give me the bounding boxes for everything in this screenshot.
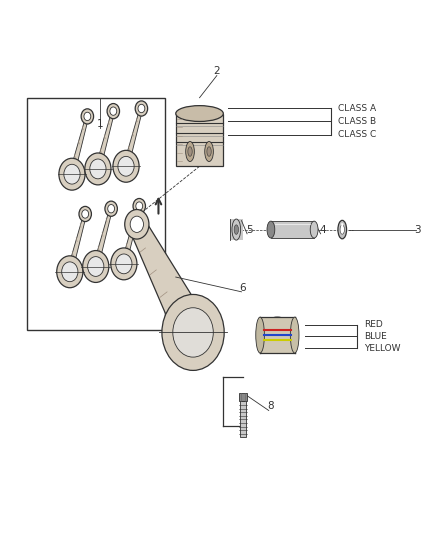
Text: 7: 7 bbox=[281, 335, 287, 345]
Circle shape bbox=[108, 205, 115, 213]
Circle shape bbox=[81, 109, 94, 124]
Ellipse shape bbox=[186, 141, 194, 161]
Circle shape bbox=[62, 262, 78, 281]
Circle shape bbox=[162, 294, 224, 370]
Text: CLASS A: CLASS A bbox=[338, 104, 376, 113]
Polygon shape bbox=[95, 206, 112, 271]
Circle shape bbox=[133, 198, 145, 214]
Circle shape bbox=[138, 104, 145, 112]
Text: 4: 4 bbox=[319, 224, 326, 235]
Ellipse shape bbox=[310, 221, 318, 238]
Text: 3: 3 bbox=[415, 224, 421, 235]
Bar bbox=[239, 393, 247, 401]
Ellipse shape bbox=[260, 317, 295, 353]
Ellipse shape bbox=[232, 219, 240, 240]
Circle shape bbox=[136, 202, 143, 210]
Ellipse shape bbox=[176, 106, 223, 122]
Circle shape bbox=[116, 254, 132, 274]
Circle shape bbox=[82, 210, 88, 218]
Circle shape bbox=[90, 159, 106, 179]
Ellipse shape bbox=[338, 220, 346, 239]
Polygon shape bbox=[68, 211, 86, 277]
Ellipse shape bbox=[267, 221, 275, 238]
Text: RED: RED bbox=[364, 320, 383, 329]
Text: BLUE: BLUE bbox=[364, 332, 387, 341]
Circle shape bbox=[83, 251, 109, 282]
Circle shape bbox=[79, 206, 92, 222]
Polygon shape bbox=[96, 108, 114, 174]
Circle shape bbox=[173, 308, 213, 357]
Bar bbox=[230, 219, 243, 240]
Circle shape bbox=[57, 256, 83, 288]
Circle shape bbox=[113, 150, 139, 182]
Bar bbox=[27, 98, 165, 330]
Polygon shape bbox=[123, 203, 140, 269]
Ellipse shape bbox=[234, 225, 238, 235]
Circle shape bbox=[59, 158, 85, 190]
Bar bbox=[176, 114, 223, 166]
Ellipse shape bbox=[290, 317, 299, 353]
Circle shape bbox=[85, 153, 111, 185]
Ellipse shape bbox=[340, 225, 344, 234]
Polygon shape bbox=[71, 114, 88, 179]
Ellipse shape bbox=[256, 317, 265, 353]
Bar bbox=[271, 221, 314, 238]
Circle shape bbox=[84, 112, 91, 120]
Text: 1: 1 bbox=[97, 119, 103, 129]
Circle shape bbox=[107, 103, 120, 119]
Text: 8: 8 bbox=[268, 401, 274, 411]
Circle shape bbox=[125, 209, 149, 239]
Bar bbox=[240, 401, 246, 437]
Circle shape bbox=[88, 256, 104, 277]
Circle shape bbox=[111, 248, 137, 280]
Circle shape bbox=[64, 164, 80, 184]
Polygon shape bbox=[130, 219, 208, 344]
Text: YELLOW: YELLOW bbox=[364, 344, 400, 353]
Circle shape bbox=[118, 156, 134, 176]
Text: CLASS C: CLASS C bbox=[338, 130, 376, 139]
Circle shape bbox=[105, 201, 117, 216]
Text: 6: 6 bbox=[240, 282, 246, 293]
Circle shape bbox=[110, 107, 117, 115]
Polygon shape bbox=[125, 106, 142, 171]
Text: 5: 5 bbox=[246, 224, 253, 235]
Text: 2: 2 bbox=[214, 66, 220, 76]
Text: CLASS B: CLASS B bbox=[338, 117, 376, 126]
Ellipse shape bbox=[207, 147, 211, 156]
Ellipse shape bbox=[188, 147, 192, 156]
Ellipse shape bbox=[205, 141, 213, 161]
Bar bbox=[260, 317, 295, 353]
Circle shape bbox=[135, 101, 148, 116]
Circle shape bbox=[130, 216, 144, 232]
